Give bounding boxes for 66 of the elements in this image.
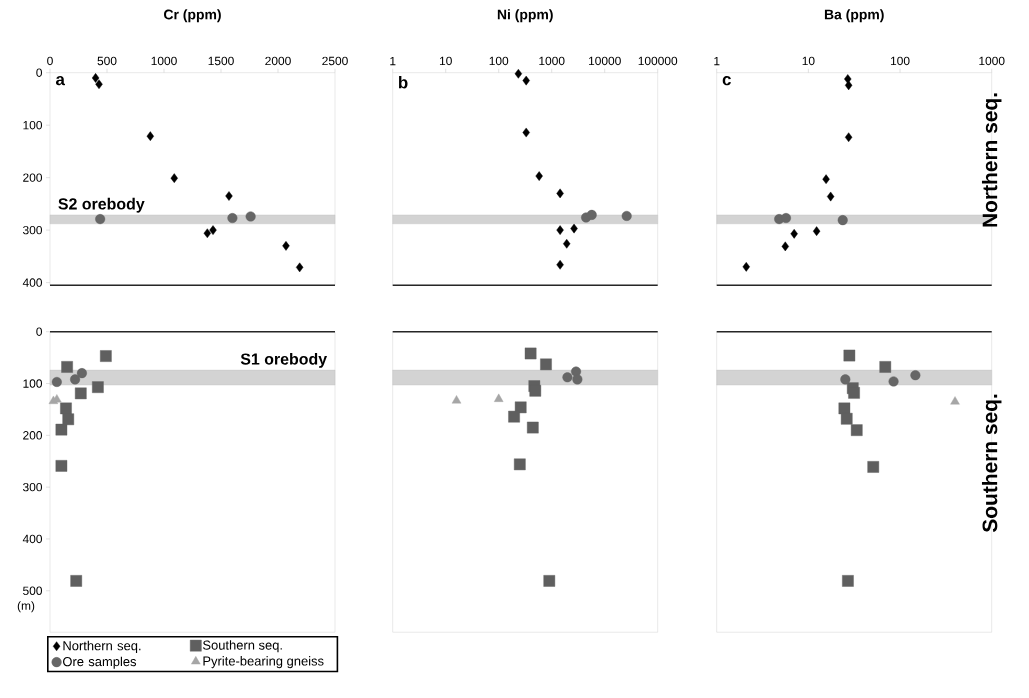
point	[209, 225, 217, 235]
y-tick-label: 200	[23, 431, 43, 440]
point	[70, 575, 83, 587]
point	[95, 214, 106, 225]
y2-axis-title: Northern seq.	[981, 93, 1002, 227]
point	[100, 350, 112, 362]
x-tick-label: 10	[439, 56, 452, 66]
y-tick-label: 500	[23, 586, 43, 595]
point	[55, 423, 68, 436]
y-tick-label: 100	[23, 379, 43, 388]
y-tick-label: 0	[36, 327, 43, 336]
y-tick-label: 400	[22, 534, 43, 544]
point	[62, 413, 75, 426]
point	[95, 79, 103, 90]
x-axis-title: Cr (ppm)	[164, 9, 221, 23]
y-tick-label: 400	[22, 278, 43, 287]
x-tick-label: 1000	[539, 56, 565, 66]
band-label: S2 orebody	[58, 197, 145, 213]
annotation: a	[55, 76, 66, 86]
point	[146, 131, 154, 141]
point	[170, 173, 178, 183]
y-tick-label: 300	[22, 482, 43, 492]
point	[51, 376, 62, 387]
x-tick-label: 100	[890, 56, 910, 66]
y2-axis-title: Southern seq.	[981, 394, 1002, 533]
point	[92, 381, 104, 393]
point	[296, 262, 304, 273]
x-tick-label: 10000	[588, 56, 621, 66]
legend-label: Southern seq.	[202, 640, 282, 653]
legend-label: Ore samples	[63, 656, 137, 669]
point	[55, 460, 68, 472]
annotation: c	[722, 76, 731, 86]
x-tick-label: 100000	[638, 56, 678, 66]
x-tick-label: 2000	[265, 56, 291, 66]
point	[227, 213, 238, 224]
x-axis-title: Ni (ppm)	[497, 9, 553, 23]
point	[74, 387, 87, 400]
point	[91, 73, 100, 83]
band-label: S1 orebody	[240, 352, 328, 368]
x-tick-label: 1000	[151, 56, 177, 66]
y-axis-title: (m)	[17, 601, 35, 613]
x-tick-label: 100	[489, 56, 509, 66]
point	[61, 361, 73, 373]
x-tick-label: 10	[802, 56, 815, 66]
y-tick-label: 0	[36, 68, 43, 77]
x-tick-label: 0	[47, 56, 53, 66]
x-tick-label: 1	[714, 56, 720, 66]
point	[60, 402, 72, 415]
point	[76, 368, 87, 379]
x-tick-label: 2500	[322, 56, 348, 66]
x-tick-label: 500	[97, 56, 117, 66]
x-tick-label: 1500	[208, 56, 234, 66]
x-tick-label: 1000	[979, 56, 1005, 66]
point	[245, 211, 256, 222]
x-tick-label: 1	[390, 56, 396, 66]
point	[282, 241, 290, 251]
x-axis-title: Ba (ppm)	[824, 9, 884, 23]
y-tick-label: 300	[22, 225, 43, 235]
y-tick-label: 200	[23, 173, 43, 182]
annotation: b	[398, 76, 408, 89]
point	[225, 191, 233, 201]
legend-label: Northern seq.	[63, 640, 141, 653]
y-tick-label: 100	[23, 120, 43, 130]
legend-label: Pyrite-bearing gneiss	[203, 656, 324, 669]
point	[70, 374, 81, 385]
point	[203, 228, 211, 239]
